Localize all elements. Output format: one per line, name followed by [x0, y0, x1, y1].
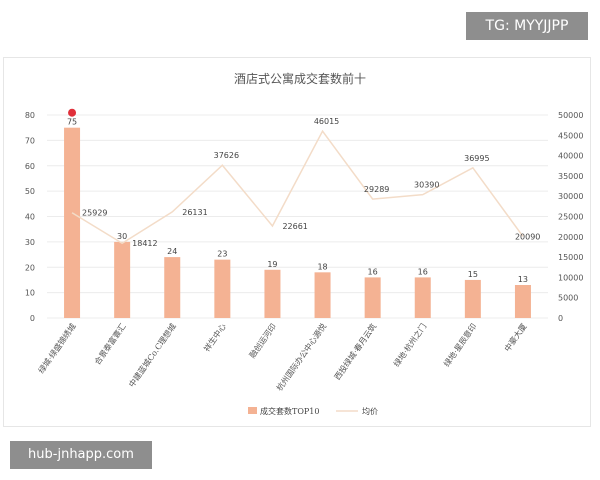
- bar: [514, 285, 531, 318]
- top-marker-icon: [68, 108, 77, 117]
- y2-tick-label: 25000: [558, 213, 583, 222]
- y-tick-label: 40: [25, 213, 35, 222]
- bar: [214, 259, 231, 318]
- bar: [464, 279, 481, 318]
- category-label: 杭州国际办公中心源悦: [274, 321, 328, 392]
- chart-title: 酒店式公寓成交套数前十: [233, 72, 366, 86]
- y2-tick-label: 35000: [558, 172, 583, 181]
- y-tick-label: 50: [25, 187, 35, 196]
- avg-price-line: [71, 129, 524, 245]
- y-tick-label: 70: [25, 136, 35, 145]
- bar: [64, 127, 81, 318]
- y2-tick-label: 20000: [558, 233, 583, 242]
- category-label: 中豪大厦: [502, 321, 529, 353]
- category-label: 绿地·杭州之门: [391, 321, 428, 368]
- bar-value-label: 16: [418, 267, 428, 276]
- legend-line-label: 均价: [362, 406, 378, 416]
- bar-value-label: 19: [267, 260, 277, 269]
- line-value-label: 37626: [214, 151, 239, 160]
- category-label: 祥生中心: [201, 321, 228, 353]
- line-value-label: 20090: [515, 232, 540, 241]
- bar-value-label: 13: [518, 275, 528, 284]
- bar-value-label: 18: [317, 262, 327, 271]
- y-tick-label: 20: [25, 263, 35, 272]
- y2-tick-label: 5000: [558, 294, 578, 303]
- y2-tick-label: 50000: [558, 111, 583, 120]
- line-value-label: 18412: [132, 239, 157, 248]
- category-label: 融创运河印: [247, 321, 278, 360]
- bar: [164, 257, 181, 318]
- line-value-label: 30390: [414, 181, 439, 190]
- y2-tick-label: 40000: [558, 152, 583, 161]
- line-value-label: 29289: [364, 185, 389, 194]
- bar: [114, 241, 131, 318]
- y-tick-label: 10: [25, 289, 35, 298]
- category-label: 绿城·绿盛锦绣城: [36, 321, 78, 375]
- y2-tick-label: 10000: [558, 273, 583, 282]
- line-value-label: 22661: [282, 222, 307, 231]
- bar: [264, 269, 281, 318]
- tg-badge: TG: MYYJJPP: [466, 12, 588, 40]
- bar-value-label: 15: [468, 270, 478, 279]
- bar: [414, 277, 431, 318]
- bar-value-label: 23: [217, 250, 227, 259]
- bar-value-label: 30: [117, 232, 127, 241]
- bar: [314, 272, 331, 318]
- site-badge: hub-jnhapp.com: [10, 441, 152, 469]
- legend-bar-label: 成交套数TOP10: [260, 406, 319, 416]
- y2-tick-label: 0: [558, 314, 563, 323]
- bar-value-label: 24: [167, 247, 177, 256]
- y-tick-label: 30: [25, 238, 35, 247]
- category-label: 西投绿城·春月云筑: [332, 321, 378, 381]
- y2-tick-label: 30000: [558, 192, 583, 201]
- bar-value-label: 75: [67, 118, 77, 127]
- line-value-label: 25929: [82, 209, 107, 218]
- bar-value-label: 16: [368, 267, 378, 276]
- y2-tick-label: 15000: [558, 253, 583, 262]
- category-label: 合景泰富寰汇: [92, 321, 128, 366]
- line-value-label: 46015: [314, 117, 339, 126]
- line-value-label: 36995: [464, 154, 489, 163]
- y-tick-label: 0: [30, 314, 35, 323]
- bar: [364, 277, 381, 318]
- category-label: 中建蓝城Co.C理想城: [126, 321, 177, 389]
- y-tick-label: 60: [25, 162, 35, 171]
- line-value-label: 26131: [182, 208, 207, 217]
- y-tick-label: 80: [25, 111, 35, 120]
- y2-tick-label: 45000: [558, 131, 583, 140]
- category-label: 绿地·星辰意印: [441, 321, 478, 368]
- legend-bar-swatch: [248, 407, 257, 414]
